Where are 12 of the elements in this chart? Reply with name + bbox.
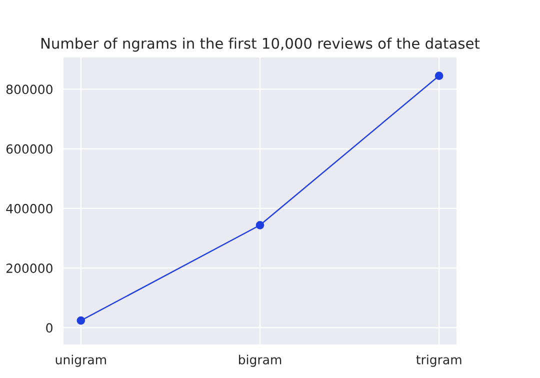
y-tick-label: 800000 bbox=[6, 84, 52, 94]
x-tick-label: bigram bbox=[238, 354, 282, 367]
x-tick-label: trigram bbox=[416, 354, 462, 367]
y-tick-label: 0 bbox=[46, 323, 52, 333]
y-tick-label: 400000 bbox=[6, 204, 52, 214]
point bbox=[434, 72, 444, 80]
chart-title: Number of ngrams in the first 10,000 reviews of the dataset bbox=[41, 38, 480, 52]
y-tick-label: 600000 bbox=[6, 144, 52, 154]
x-tick-label: unigram bbox=[56, 354, 106, 367]
point bbox=[256, 220, 264, 230]
point bbox=[76, 316, 86, 325]
y-tick-label: 200000 bbox=[6, 264, 52, 274]
